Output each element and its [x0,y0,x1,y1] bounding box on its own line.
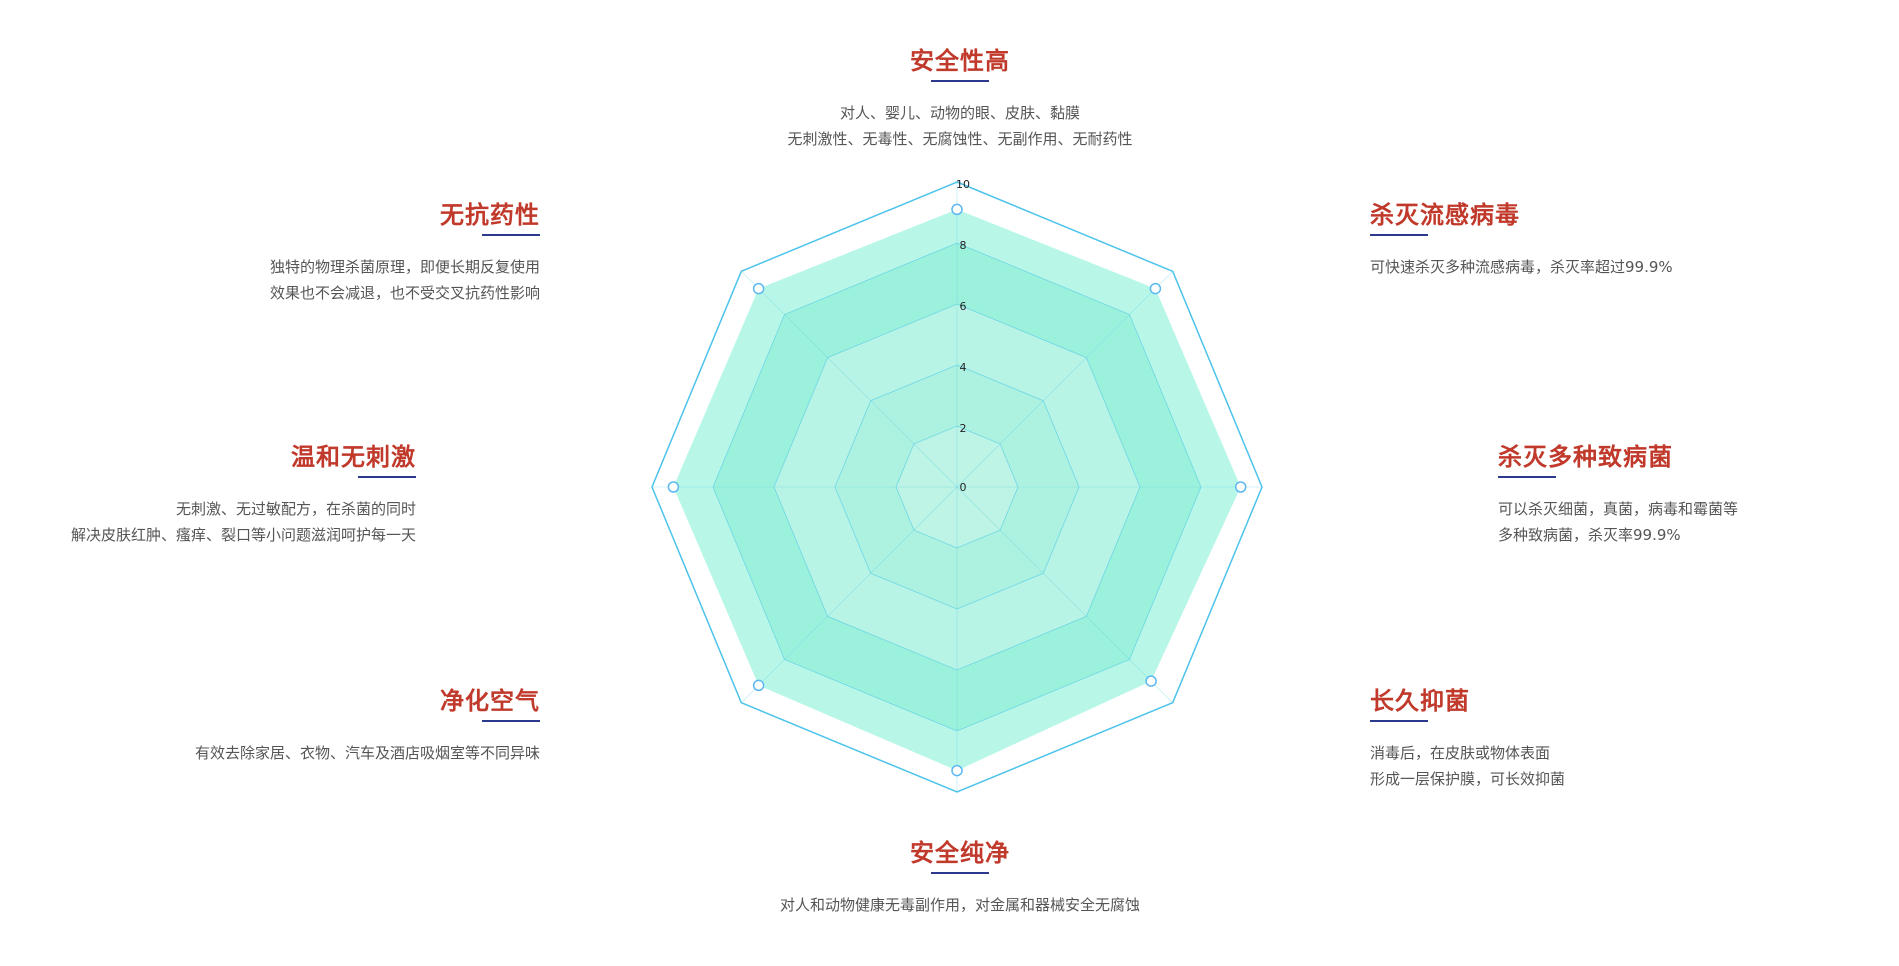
feature-title: 无抗药性 [440,201,540,229]
feature-bottom-left: 净化空气 有效去除家居、衣物、汽车及酒店吸烟室等不同异味 [20,686,540,766]
radar-spoke [956,486,1173,703]
radar-tick-label: 4 [960,361,967,374]
radar-point [752,282,765,295]
feature-title: 温和无刺激 [291,443,416,471]
feature-bottom: 安全纯净 对人和动物健康无毒副作用，对金属和器械安全无腐蚀 [700,838,1220,918]
feature-desc-line: 可快速杀灭多种流感病毒，杀灭率超过99.9% [1370,258,1673,276]
radar-point [1234,481,1247,493]
feature-title: 长久抑菌 [1370,687,1470,715]
radar-point [752,679,765,692]
feature-desc-line: 对人和动物健康无毒副作用，对金属和器械安全无腐蚀 [779,896,1140,914]
radar-point [667,481,680,493]
title-underline [1370,234,1428,236]
feature-top-right: 杀灭流感病毒 可快速杀灭多种流感病毒，杀灭率超过99.9% [1370,200,1890,280]
radar-tick-label: 8 [960,239,967,252]
feature-title: 安全性高 [910,47,1010,75]
feature-desc-line: 无刺激性、无毒性、无腐蚀性、无副作用、无耐药性 [787,130,1133,148]
feature-desc-line: 形成一层保护膜，可长效抑菌 [1370,770,1566,788]
feature-desc-line: 效果也不会减退，也不受交叉抗药性影响 [269,284,540,302]
title-underline [1498,476,1556,478]
title-underline [1370,720,1428,722]
radar-tick-label: 0 [960,481,967,494]
feature-bottom-right: 长久抑菌 消毒后，在皮肤或物体表面 形成一层保护膜，可长效抑菌 [1370,686,1890,792]
feature-desc-line: 消毒后，在皮肤或物体表面 [1370,744,1551,762]
radar-point [951,764,963,777]
title-underline [482,234,540,236]
feature-top: 安全性高 对人、婴儿、动物的眼、皮肤、黏膜 无刺激性、无毒性、无腐蚀性、无副作用… [700,46,1220,152]
title-underline [482,720,540,722]
feature-left: 温和无刺激 无刺激、无过敏配方，在杀菌的同时 解决皮肤红肿、瘙痒、裂口等小问题滋… [0,442,416,548]
feature-desc-line: 无刺激、无过敏配方，在杀菌的同时 [175,500,416,518]
feature-title: 净化空气 [440,687,540,715]
feature-title: 安全纯净 [910,839,1010,867]
radar-tick-label: 6 [960,300,967,313]
radar-spoke [741,486,958,703]
feature-desc-line: 多种致病菌，杀灭率99.9% [1498,526,1681,544]
feature-right: 杀灭多种致病菌 可以杀灭细菌，真菌，病毒和霉菌等 多种致病菌，杀灭率99.9% [1498,442,1899,548]
feature-desc-line: 对人、婴儿、动物的眼、皮肤、黏膜 [839,104,1080,122]
feature-desc-line: 有效去除家居、衣物、汽车及酒店吸烟室等不同异味 [194,744,540,762]
feature-desc-line: 可以杀灭细菌，真菌，病毒和霉菌等 [1498,500,1739,518]
feature-title: 杀灭多种致病菌 [1498,443,1673,471]
radar-tick-label: 10 [956,178,970,191]
title-underline [358,476,416,478]
feature-desc-line: 独特的物理杀菌原理，即便长期反复使用 [269,258,540,276]
title-underline [931,80,989,82]
radar-spoke [956,271,1173,488]
radar-point [1149,282,1162,295]
title-underline [931,872,989,874]
radar-spoke [741,271,958,488]
radar-point [1145,675,1157,687]
feature-desc-line: 解决皮肤红肿、瘙痒、裂口等小问题滋润呵护每一天 [70,526,416,544]
radar-tick-label: 2 [960,422,967,435]
feature-title: 杀灭流感病毒 [1370,201,1520,229]
radar-point [951,203,963,216]
feature-top-left: 无抗药性 独特的物理杀菌原理，即便长期反复使用 效果也不会减退，也不受交叉抗药性… [20,200,540,306]
